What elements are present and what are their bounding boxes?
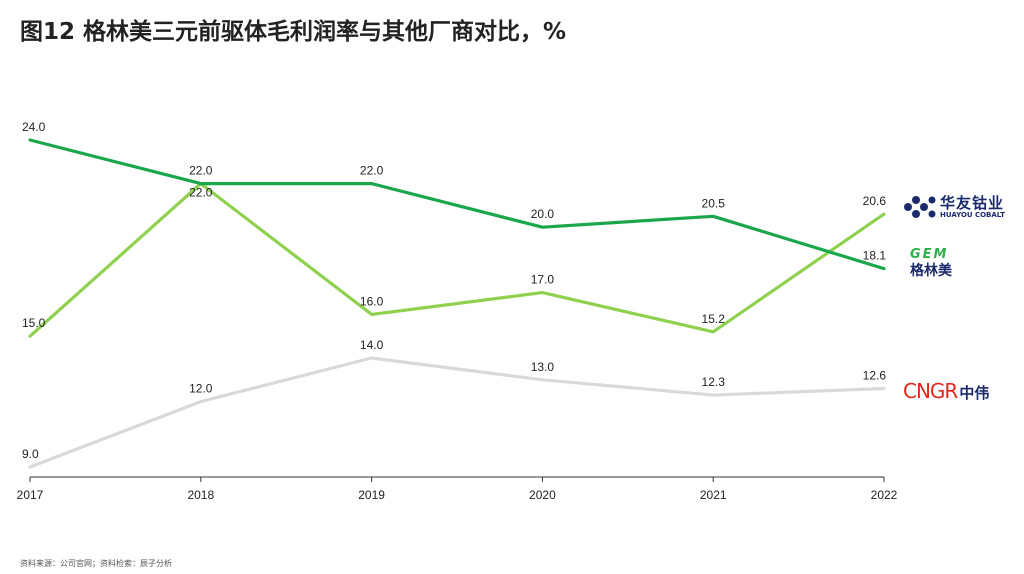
series-line-2 bbox=[28, 182, 886, 338]
legend-gem-cn: 格林美 bbox=[910, 263, 952, 279]
legend-huayou: 华友钴业 HUAYOU COBALT bbox=[902, 194, 1005, 220]
x-tick-label: 2020 bbox=[529, 488, 556, 502]
legend-cngr: CNGR 中伟 bbox=[903, 379, 989, 403]
x-axis: 2017 2018 2019 2020 2021 2022 bbox=[17, 476, 898, 502]
huayou-logo-icon bbox=[904, 196, 936, 218]
series-line-1 bbox=[28, 138, 886, 271]
data-label: 17.0 bbox=[531, 273, 555, 287]
data-label: 22.0 bbox=[189, 164, 213, 178]
source-note: 资料来源：公司官网；资料检索：辰子分析 bbox=[20, 559, 172, 568]
legend-huayou-en: HUAYOU COBALT bbox=[940, 210, 1005, 219]
data-label: 15.2 bbox=[702, 312, 726, 326]
x-tick-label: 2022 bbox=[871, 488, 898, 502]
data-label: 20.5 bbox=[702, 196, 726, 210]
data-label: 14.0 bbox=[360, 338, 384, 352]
data-label: 12.6 bbox=[863, 369, 887, 383]
x-tick-label: 2017 bbox=[17, 488, 44, 502]
data-label: 12.3 bbox=[702, 375, 726, 389]
data-label: 12.0 bbox=[189, 382, 213, 396]
legend-cngr-en: CNGR bbox=[903, 379, 958, 403]
data-label: 15.0 bbox=[22, 316, 46, 330]
legend-cngr-cn: 中伟 bbox=[959, 384, 990, 402]
legend-gem-en: GEM bbox=[910, 247, 949, 262]
data-label: 20.0 bbox=[531, 207, 555, 221]
data-labels: 24.0 22.0 22.0 20.0 20.5 18.1 15.0 22.0 16.0 17.0… bbox=[22, 120, 886, 461]
x-tick-label: 2021 bbox=[700, 488, 727, 502]
data-label: 13.0 bbox=[531, 360, 555, 374]
x-tick-label: 2018 bbox=[187, 488, 214, 502]
series-lines bbox=[28, 138, 886, 469]
data-label: 24.0 bbox=[22, 120, 46, 134]
data-label: 18.1 bbox=[863, 249, 887, 263]
chart-title: 图12 格林美三元前驱体毛利润率与其他厂商对比，% bbox=[20, 19, 567, 45]
data-label: 22.0 bbox=[189, 186, 213, 200]
x-tick-label: 2019 bbox=[358, 488, 385, 502]
data-label: 9.0 bbox=[22, 447, 39, 461]
legend-gem: GEM 格林美 bbox=[910, 248, 952, 278]
legend-huayou-cn: 华友钴业 bbox=[940, 193, 1005, 212]
data-label: 16.0 bbox=[360, 294, 384, 308]
data-label: 22.0 bbox=[360, 164, 384, 178]
data-label: 20.6 bbox=[863, 194, 887, 208]
series-line-3 bbox=[28, 356, 886, 469]
